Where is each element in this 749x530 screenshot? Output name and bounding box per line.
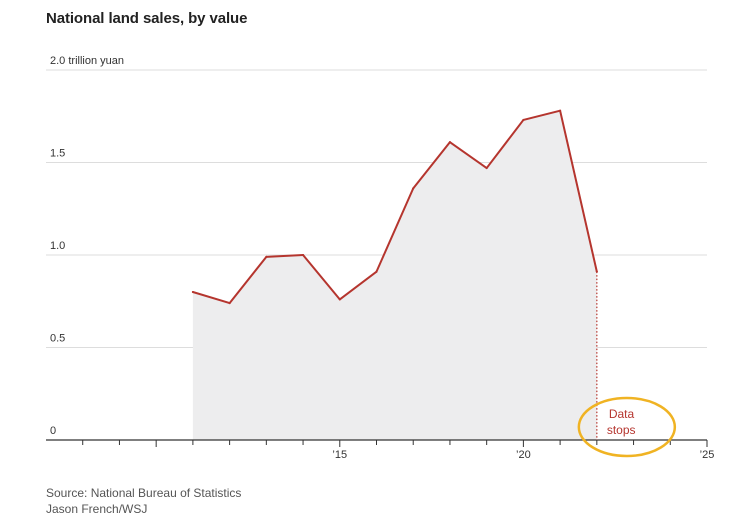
data-point	[302, 254, 305, 256]
source-note: Source: National Bureau of Statistics Ja…	[46, 485, 241, 517]
y-tick-label: 0	[50, 425, 56, 437]
data-point	[228, 302, 231, 305]
y-tick-label: 2.0 trillion yuan	[50, 55, 124, 67]
annotation-label-line2: stops	[607, 423, 636, 437]
land-sales-chart: 0 0.5 1.0 1.5 2.0 trillion yuan ’15 ’20 ’25 Da…	[46, 55, 714, 461]
line-segment	[265, 254, 305, 258]
area-fill-layer	[192, 110, 597, 440]
data-point	[485, 167, 488, 170]
line-segment	[191, 291, 231, 305]
x-axis	[46, 439, 708, 447]
line-segment	[559, 109, 598, 273]
x-tick-label: ’20	[516, 449, 531, 461]
y-tick-labels: 0 0.5 1.0 1.5 2.0 trillion yuan	[50, 55, 124, 437]
data-point	[522, 118, 525, 121]
y-tick-label: 0.5	[50, 333, 65, 345]
y-tick-label: 1.0	[50, 240, 65, 252]
line-segment	[412, 141, 451, 190]
x-tick-label: ’15	[332, 449, 347, 461]
line-segment	[228, 255, 268, 305]
line-segment	[448, 141, 488, 170]
annotation-label-line1: Data	[609, 407, 635, 421]
line-segment	[302, 254, 341, 301]
data-point	[191, 291, 194, 293]
x-tick-labels: ’15 ’20 ’25	[332, 449, 714, 461]
area-fill	[192, 110, 597, 440]
line-segment	[522, 109, 562, 121]
data-point	[559, 109, 562, 112]
line-layer	[191, 109, 598, 305]
line-segment	[485, 118, 525, 170]
highlight-ring	[577, 396, 677, 458]
y-tick-label: 1.5	[50, 148, 65, 160]
line-segment	[375, 187, 415, 273]
data-stops-annotation: Data stops	[577, 271, 677, 458]
data-point	[265, 255, 268, 258]
data-point	[338, 298, 341, 301]
source-text: Source: National Bureau of Statistics	[46, 486, 242, 500]
data-point	[375, 270, 378, 273]
x-tick-label: ’25	[700, 449, 715, 461]
data-point	[448, 141, 451, 144]
line-segment	[338, 270, 378, 301]
data-point	[412, 187, 415, 190]
chart-title: National land sales, by value	[46, 10, 248, 27]
credit-text: Jason French/WSJ	[46, 502, 148, 516]
